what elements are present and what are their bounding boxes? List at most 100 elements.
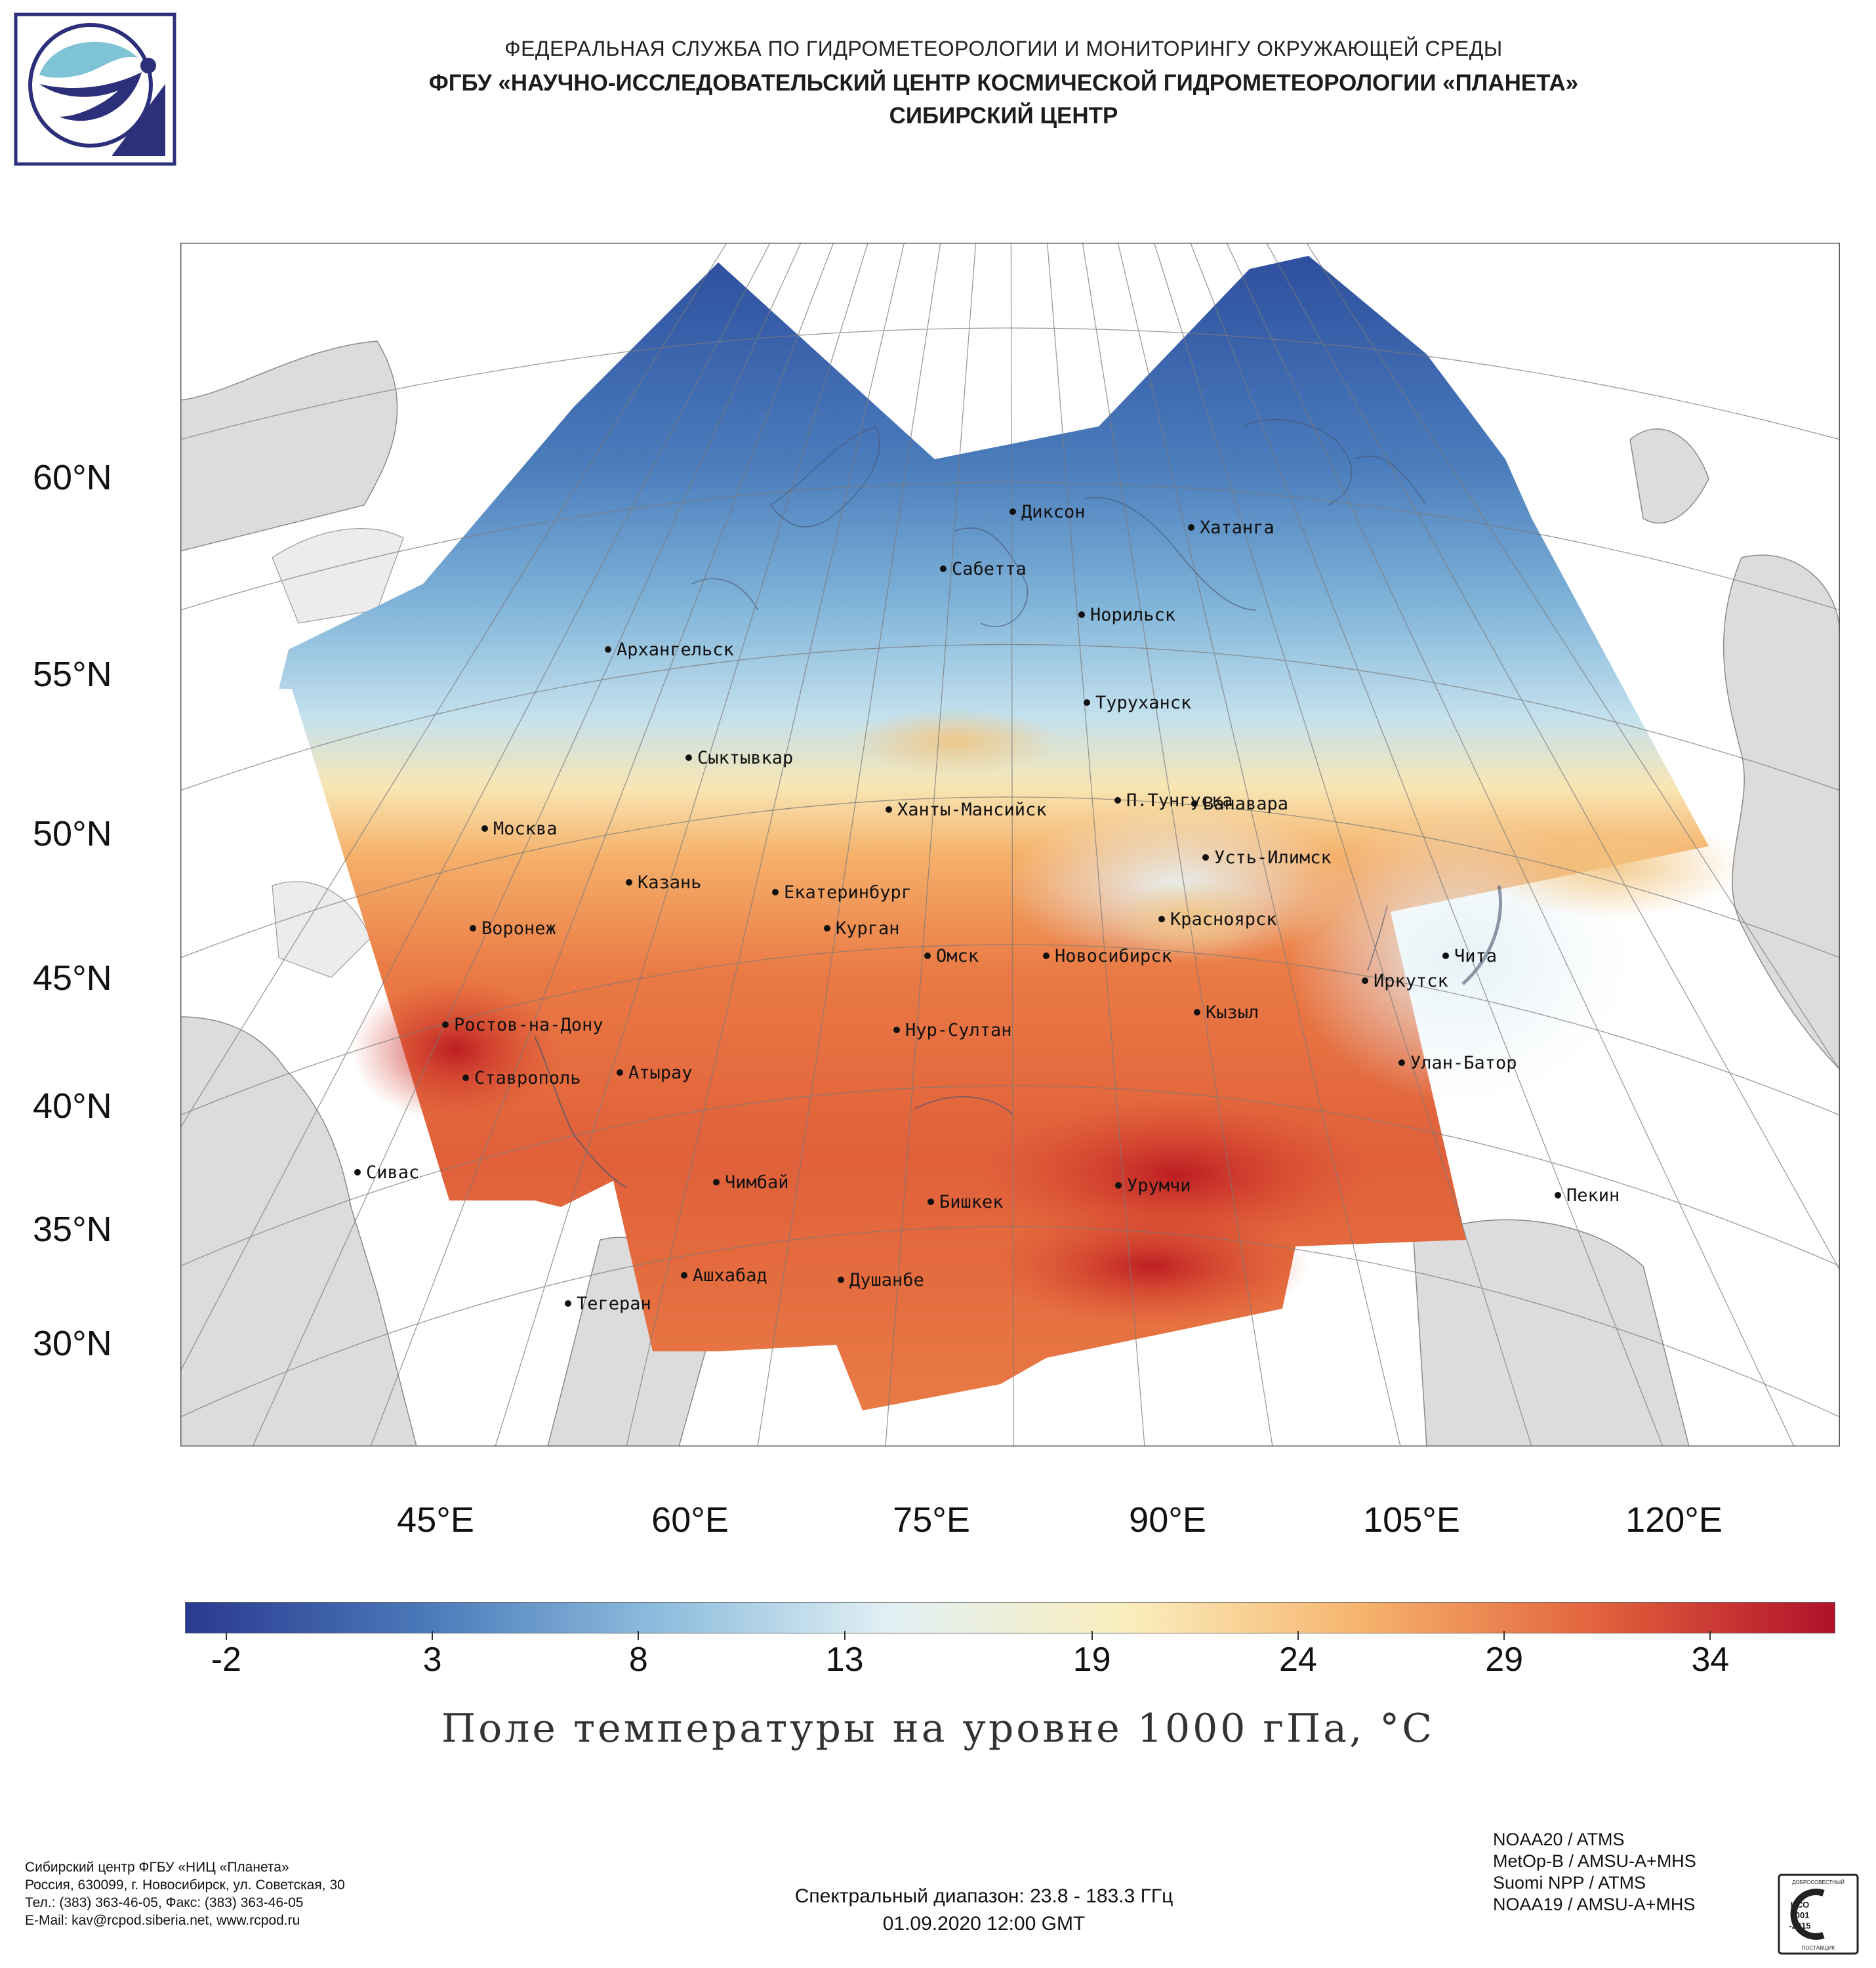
city-marker: Бишкек [928, 1192, 1004, 1212]
colorbar-title: Поле температуры на уровне 1000 гПа, °С [441, 1706, 1435, 1752]
org-email: E-Mail: kav@rcpod.siberia.net, www.rcpod… [25, 1913, 300, 1928]
city-label: Усть-Илимск [1214, 848, 1332, 868]
institution-title: ФГБУ «НАУЧНО-ИССЛЕДОВАТЕЛЬСКИЙ ЦЕНТР КОС… [428, 70, 1579, 96]
city-label: Архангельск [617, 640, 734, 660]
svg-text:ДОБРОСОВЕСТНЫЙ: ДОБРОСОВЕСТНЫЙ [1792, 1879, 1845, 1885]
city-dot [681, 1272, 687, 1279]
colorbar-tick-label: 3 [422, 1641, 442, 1679]
svg-text:ИСО: ИСО [1791, 1900, 1810, 1910]
lat-label-55: 55°N [33, 655, 112, 694]
city-label: Улан-Батор [1410, 1053, 1517, 1073]
city-dot [1188, 524, 1194, 531]
agency-title: ФЕДЕРАЛЬНАЯ СЛУЖБА ПО ГИДРОМЕТЕОРОЛОГИИ … [504, 37, 1503, 60]
city-marker: Кызыл [1194, 1002, 1259, 1023]
planeta-logo [14, 12, 176, 166]
city-label: Сабетта [952, 559, 1027, 579]
city-dot [617, 1069, 623, 1076]
map-frame [180, 243, 1840, 1446]
city-label: Ашхабад [693, 1265, 767, 1286]
lat-label-35: 35°N [33, 1210, 112, 1249]
city-label: Нур-Султан [905, 1020, 1012, 1040]
city-marker: Душанбе [838, 1270, 924, 1290]
lon-label-75: 75°E [893, 1500, 970, 1540]
city-marker: Хатанга [1188, 518, 1274, 538]
city-label: Казань [638, 872, 702, 893]
city-dot [1043, 953, 1050, 959]
map-canvas: Диксон Хатанга Сабетта Норильск Архангельск Т… [180, 243, 1840, 1446]
colorbar-tick-mark [1297, 1631, 1299, 1640]
city-marker: Архангельск [605, 640, 734, 660]
city-dot [1398, 1059, 1405, 1066]
lon-label-120: 120°E [1625, 1500, 1723, 1540]
city-dot [772, 889, 779, 895]
organization-contacts: Сибирский центр ФГБУ «НИЦ «Планета» Росс… [25, 1858, 345, 1929]
colorbar-tick-label: 24 [1279, 1641, 1317, 1679]
city-dot [940, 565, 947, 572]
city-marker: Воронеж [470, 918, 556, 939]
city-marker: Ставрополь [462, 1068, 581, 1088]
city-marker: Улан-Батор [1398, 1053, 1517, 1073]
city-marker: Пекин [1555, 1185, 1620, 1206]
city-marker: Диксон [1009, 502, 1086, 522]
city-label: Курган [836, 918, 900, 939]
city-dot [605, 646, 611, 653]
colorbar-tick-mark [225, 1631, 227, 1640]
city-markers: Диксон Хатанга Сабетта Норильск Архангельск Т… [354, 502, 1620, 1314]
city-label: Урумчи [1127, 1176, 1191, 1196]
city-marker: Ханты-Мансийск [886, 800, 1047, 820]
city-dot [481, 825, 488, 832]
city-marker: Сыктывкар [685, 748, 793, 768]
city-dot [1202, 854, 1209, 861]
org-phone: Тел.: (383) 363-46-05, Факс: (383) 363-4… [25, 1895, 304, 1910]
satellite-item: Suomi NPP / ATMS [1493, 1873, 1646, 1893]
city-marker: Сивас [354, 1162, 419, 1183]
city-dot [1362, 977, 1368, 984]
city-dot [713, 1179, 720, 1185]
city-dot [1191, 800, 1198, 807]
city-label: Воронеж [481, 918, 556, 939]
city-label: Сивас [366, 1162, 419, 1183]
city-marker: Казань [626, 872, 702, 893]
city-marker: Москва [481, 819, 558, 839]
colorbar-tick-mark [844, 1631, 846, 1640]
lat-label-30: 30°N [33, 1324, 112, 1363]
city-label: Москва [493, 819, 558, 839]
colorbar-tick-label: 29 [1485, 1641, 1524, 1679]
temperature-colorbar [185, 1602, 1835, 1633]
city-label: Чимбай [725, 1172, 789, 1193]
city-label: Бишкек [939, 1192, 1004, 1212]
city-dot [824, 925, 830, 932]
city-dot [354, 1169, 361, 1176]
city-marker: Ашхабад [681, 1265, 767, 1286]
colorbar-tick-mark [638, 1631, 640, 1640]
temperature-features [351, 708, 1742, 1325]
city-marker: Новосибирск [1043, 946, 1172, 966]
city-dot [442, 1021, 449, 1028]
colorbar-tick-label: 19 [1072, 1641, 1111, 1679]
product-info: Спектральный диапазон: 23.8 - 183.3 ГГц … [656, 1883, 1312, 1938]
city-label: Новосибирск [1055, 946, 1172, 966]
city-marker: Сабетта [940, 559, 1027, 579]
city-label: Иркутск [1374, 971, 1448, 991]
temperature-swath [279, 256, 1709, 1410]
city-marker: Урумчи [1115, 1176, 1191, 1196]
city-label: Ставрополь [474, 1068, 581, 1088]
temperature-map: Диксон Хатанга Сабетта Норильск Архангельск Т… [180, 243, 1840, 1446]
city-label: Хатанга [1200, 518, 1274, 538]
lat-label-60: 60°N [33, 458, 112, 497]
city-marker: Ванавара [1191, 794, 1288, 814]
org-name: Сибирский центр ФГБУ «НИЦ «Планета» [25, 1860, 289, 1875]
colorbar-tick-label: 13 [825, 1641, 864, 1679]
city-dot [893, 1027, 900, 1033]
city-dot [1009, 508, 1016, 515]
city-marker: Нур-Султан [893, 1020, 1012, 1040]
city-marker: Норильск [1078, 605, 1175, 625]
city-label: Кызыл [1206, 1002, 1259, 1023]
city-label: Атырау [628, 1063, 693, 1083]
city-label: Ханты-Мансийск [897, 800, 1047, 820]
city-label: Чита [1454, 946, 1497, 966]
city-label: Ростов-на-Дону [454, 1015, 603, 1035]
city-dot [1084, 699, 1090, 706]
city-label: Ванавара [1203, 794, 1288, 814]
city-label: Туруханск [1095, 693, 1191, 713]
